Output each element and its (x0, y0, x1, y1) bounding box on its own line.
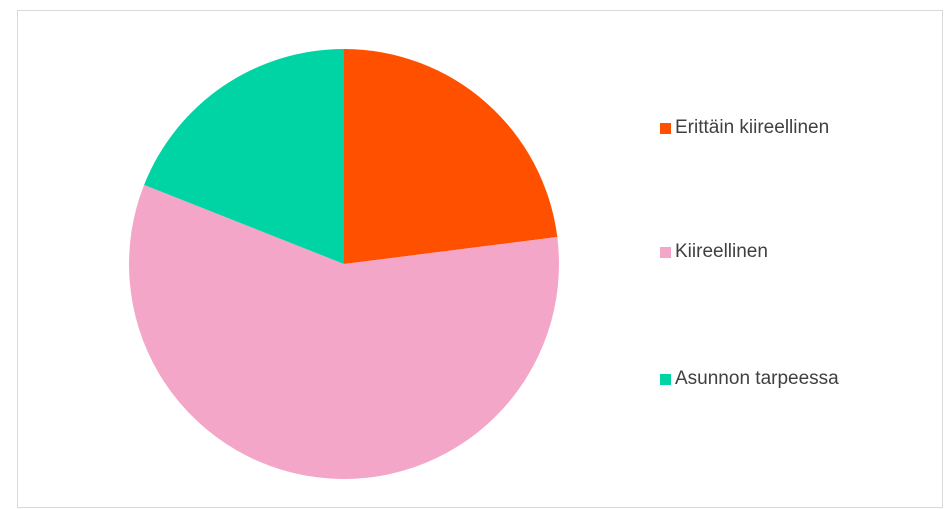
legend-swatch (660, 374, 671, 385)
pie-slice (344, 49, 558, 264)
legend-label: Asunnon tarpeessa (675, 368, 839, 389)
legend-label: Erittäin kiireellinen (675, 117, 829, 138)
pie-slice (128, 184, 559, 479)
legend-label: Kiireellinen (675, 241, 768, 262)
pie-slice (144, 48, 344, 264)
legend-swatch (660, 247, 671, 258)
legend-swatch (660, 123, 671, 134)
